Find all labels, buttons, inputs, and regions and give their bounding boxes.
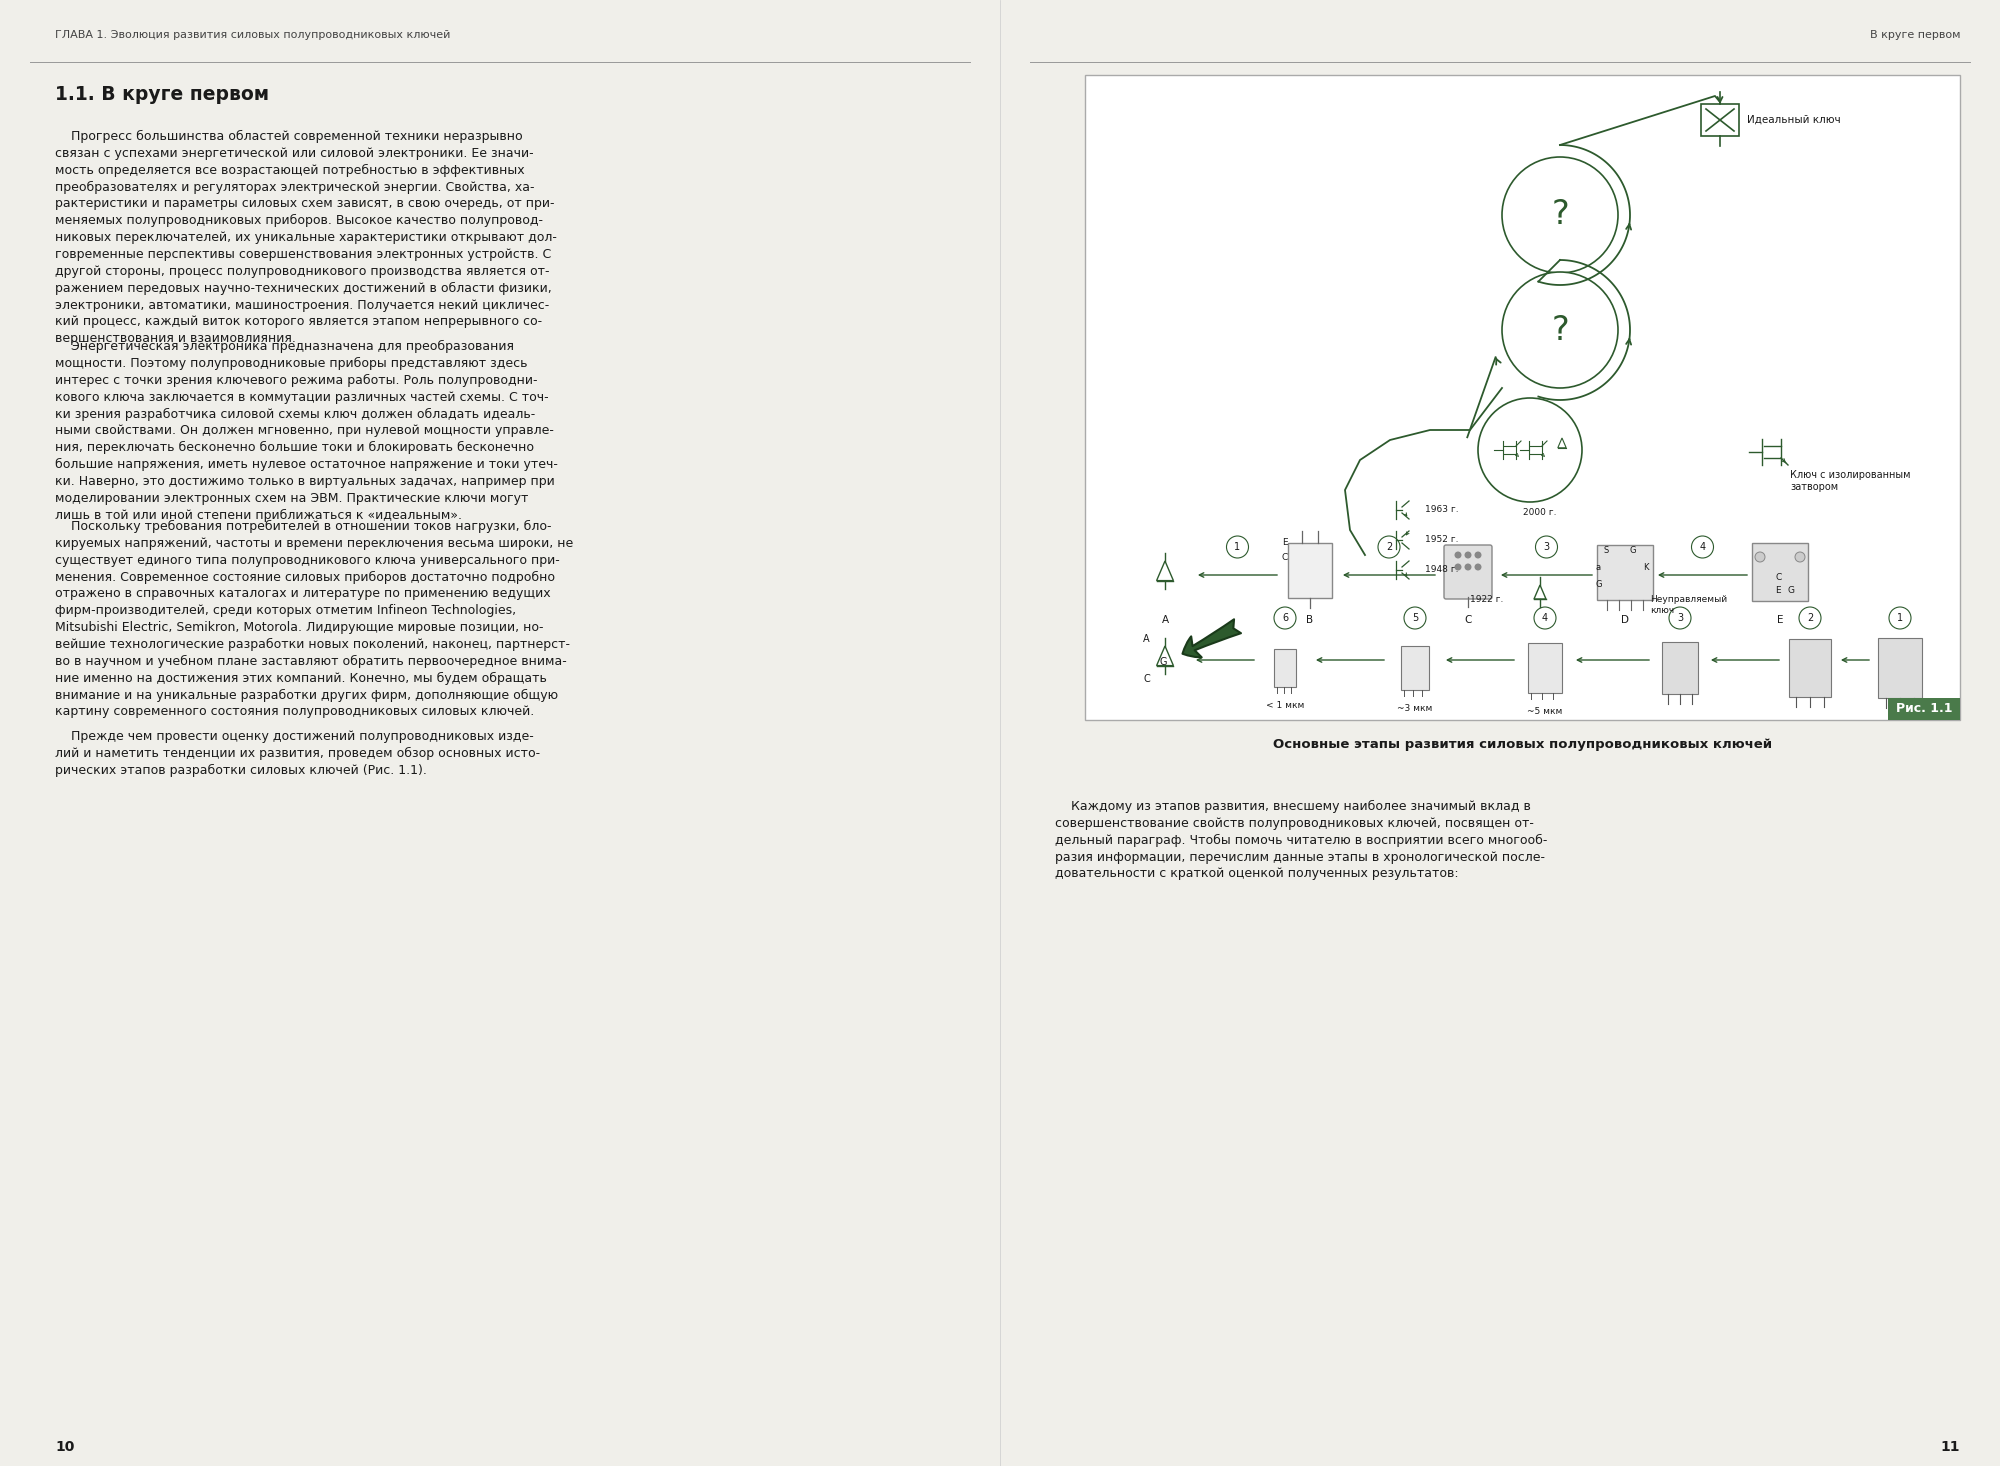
Polygon shape xyxy=(1558,438,1566,447)
Text: 1: 1 xyxy=(1234,542,1240,553)
Circle shape xyxy=(1454,551,1462,559)
Bar xyxy=(1752,542,1808,601)
Text: 6: 6 xyxy=(1282,613,1288,623)
Circle shape xyxy=(1274,607,1296,629)
FancyBboxPatch shape xyxy=(1084,75,1960,720)
Text: Ключ с изолированным
затвором: Ключ с изолированным затвором xyxy=(1790,471,1910,493)
Text: B: B xyxy=(1306,616,1314,625)
Bar xyxy=(1790,639,1832,696)
Text: 1952 г.: 1952 г. xyxy=(1424,535,1458,544)
Text: Основные этапы развития силовых полупроводниковых ключей: Основные этапы развития силовых полупров… xyxy=(1272,737,1772,751)
Text: Идеальный ключ: Идеальный ключ xyxy=(1748,114,1840,125)
Text: 2000 г.: 2000 г. xyxy=(1524,509,1556,517)
Circle shape xyxy=(1800,607,1820,629)
Text: 1922 г.: 1922 г. xyxy=(1470,595,1504,604)
Text: ?: ? xyxy=(1552,314,1568,346)
Text: ?: ? xyxy=(1552,198,1568,232)
Text: C: C xyxy=(1776,573,1782,582)
Text: ~3 мкм: ~3 мкм xyxy=(1398,704,1432,712)
Text: 1: 1 xyxy=(1896,613,1904,623)
Bar xyxy=(1700,104,1740,136)
Text: E: E xyxy=(1776,616,1784,625)
Text: Рис. 1.1: Рис. 1.1 xyxy=(1896,702,1952,715)
Text: a: a xyxy=(1596,563,1600,572)
Circle shape xyxy=(1464,551,1472,559)
FancyBboxPatch shape xyxy=(1444,545,1492,600)
Text: E: E xyxy=(1776,586,1780,595)
Bar xyxy=(1288,542,1332,598)
Text: G: G xyxy=(1788,586,1796,595)
Text: 1963 г.: 1963 г. xyxy=(1424,506,1458,515)
Circle shape xyxy=(1536,537,1558,559)
Text: A: A xyxy=(1144,633,1150,644)
Text: G: G xyxy=(1160,657,1168,667)
Circle shape xyxy=(1464,563,1472,570)
Text: C: C xyxy=(1464,616,1472,625)
Bar xyxy=(1596,545,1652,600)
Text: E: E xyxy=(1282,538,1288,547)
Circle shape xyxy=(1668,607,1692,629)
Circle shape xyxy=(1226,537,1248,559)
Circle shape xyxy=(1534,607,1556,629)
Text: G: G xyxy=(1630,545,1636,556)
Text: 1948 г.: 1948 г. xyxy=(1424,566,1458,575)
Polygon shape xyxy=(1534,585,1546,600)
Text: D: D xyxy=(1620,616,1628,625)
Bar xyxy=(1878,638,1922,698)
Circle shape xyxy=(1404,607,1426,629)
Text: S: S xyxy=(1604,545,1608,556)
Text: Каждому из этапов развития, внесшему наиболее значимый вклад в
совершенствование: Каждому из этапов развития, внесшему наи… xyxy=(1056,800,1548,881)
Circle shape xyxy=(1478,397,1582,501)
Text: 3: 3 xyxy=(1544,542,1550,553)
Circle shape xyxy=(1796,553,1804,561)
Text: 4: 4 xyxy=(1542,613,1548,623)
Bar xyxy=(1528,644,1562,693)
Bar xyxy=(1400,647,1428,690)
Circle shape xyxy=(1378,537,1400,559)
Text: K: K xyxy=(1644,563,1648,572)
Circle shape xyxy=(1756,553,1766,561)
Text: Неуправляемый
ключ: Неуправляемый ключ xyxy=(1650,595,1728,616)
Text: 2: 2 xyxy=(1806,613,1814,623)
Circle shape xyxy=(1502,157,1618,273)
Bar xyxy=(1662,642,1698,693)
Text: ~5 мкм: ~5 мкм xyxy=(1528,707,1562,715)
Circle shape xyxy=(1474,563,1482,570)
Circle shape xyxy=(1502,273,1618,388)
Text: Прежде чем провести оценку достижений полупроводниковых изде-
лий и наметить тен: Прежде чем провести оценку достижений по… xyxy=(56,730,540,777)
Text: ГЛАВА 1. Эволюция развития силовых полупроводниковых ключей: ГЛАВА 1. Эволюция развития силовых полуп… xyxy=(56,29,450,40)
Text: < 1 мкм: < 1 мкм xyxy=(1266,701,1304,710)
Text: C: C xyxy=(1144,674,1150,685)
Circle shape xyxy=(1888,607,1912,629)
Text: В круге первом: В круге первом xyxy=(1870,29,1960,40)
Text: A: A xyxy=(1162,616,1168,625)
Text: 2: 2 xyxy=(1386,542,1392,553)
Text: Энергетическая электроника предназначена для преобразования
мощности. Поэтому по: Энергетическая электроника предназначена… xyxy=(56,340,558,522)
Polygon shape xyxy=(1156,647,1174,666)
Polygon shape xyxy=(1156,561,1174,581)
Text: 10: 10 xyxy=(56,1440,74,1454)
Circle shape xyxy=(1692,537,1714,559)
Text: Прогресс большинства областей современной техники неразрывно
связан с успехами э: Прогресс большинства областей современно… xyxy=(56,130,556,345)
Text: 4: 4 xyxy=(1700,542,1706,553)
Text: 1.1. В круге первом: 1.1. В круге первом xyxy=(56,85,270,104)
FancyBboxPatch shape xyxy=(1888,698,1960,720)
Text: G: G xyxy=(1596,581,1602,589)
Text: 11: 11 xyxy=(1940,1440,1960,1454)
Text: 3: 3 xyxy=(1676,613,1684,623)
Text: C: C xyxy=(1282,553,1288,561)
Text: Поскольку требования потребителей в отношении токов нагрузки, бло-
кируемых напр: Поскольку требования потребителей в отно… xyxy=(56,520,574,718)
Circle shape xyxy=(1474,551,1482,559)
Bar xyxy=(1274,649,1296,688)
Circle shape xyxy=(1454,563,1462,570)
Text: 5: 5 xyxy=(1412,613,1418,623)
